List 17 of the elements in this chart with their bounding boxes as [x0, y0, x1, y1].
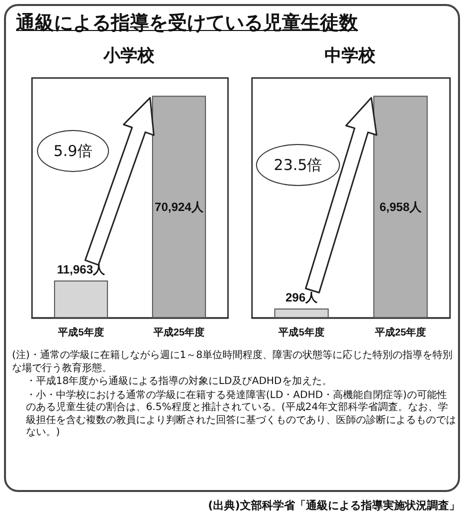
- text: (注)・通常の学級に在籍しながら週に1～8単位時間程度、障害の状態等に応じた特別の指導を特別な場で行う教育形態。: [12, 350, 454, 375]
- data-label: 70,924人: [154, 200, 204, 214]
- x-tick-label: 平成25年度: [374, 326, 426, 338]
- annotation: 23.5倍: [256, 144, 340, 186]
- text: ・平成18年度から通級による指導の対象にLD及びADHDを加えた。: [25, 376, 333, 388]
- x-tick-label: 平成5年度: [278, 326, 324, 338]
- x-tick-label: 平成5年度: [57, 326, 104, 338]
- x-tick-label: 平成25年度: [152, 326, 205, 338]
- chart-subtitle: 小学校: [102, 45, 156, 68]
- data-label: 11,963人: [56, 262, 106, 277]
- chart-subtitle: 中学校: [324, 45, 376, 68]
- annotation: 5.9倍: [36, 130, 109, 172]
- chart-title: 通級による指導を受けている児童生徒数: [16, 11, 358, 36]
- text: ・小・中学校における通常の学級に在籍する発達障害(LD・ADHD・高機能自閉症等)の可能性のある児童生徒の割合は、6.5%程度と推計されている。(平成24年文部科学省調査。なお、学級担任を含む複数の教員により判断された回答に基づくものであり、医師の診断によるものではない。): [25, 390, 456, 440]
- data-label: 6,958人: [379, 200, 423, 214]
- text: (出典)文部科学省「通級による指導実施状況調査」: [208, 498, 460, 513]
- data-label: 296人: [285, 290, 319, 305]
